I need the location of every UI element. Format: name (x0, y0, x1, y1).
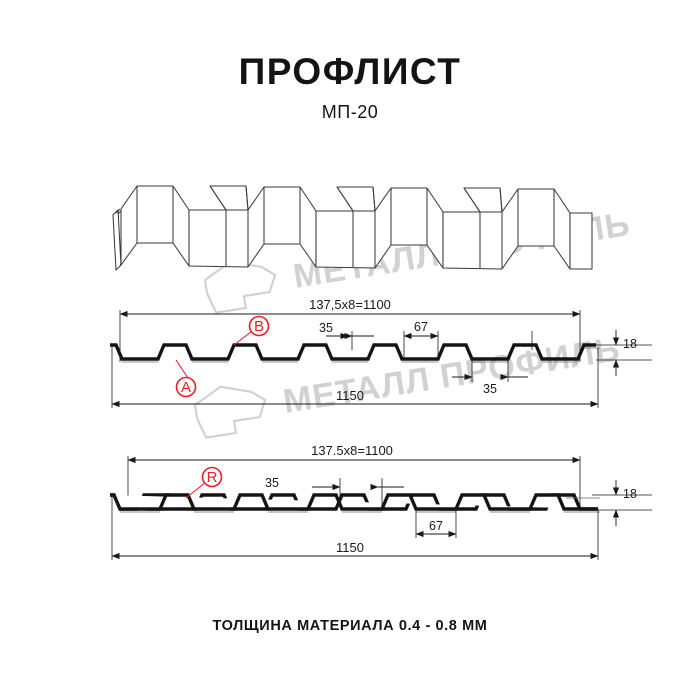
dimension-label-top-overall: 137.5x8=1100 (311, 443, 393, 458)
callout-leader-b (233, 330, 253, 346)
callout-leader-r (185, 481, 207, 499)
dimension-label-height: 18 (623, 337, 637, 351)
cross-section-top: 137,5x8=1100 35 67 35 18 1150 (110, 297, 652, 408)
dimension-label-bottom-overall: 1150 (336, 540, 364, 555)
profile-thickness-line-bottom (120, 497, 600, 513)
callout-label-b: B (254, 318, 264, 335)
material-thickness-note: ТОЛЩИНА МАТЕРИАЛА 0.4 - 0.8 ММ (212, 618, 488, 634)
callout-label-r: R (207, 469, 218, 486)
callout-a: A (175, 359, 197, 398)
cross-section-bottom: 137.5x8=1100 35 67 18 1150 (110, 443, 652, 560)
dimension-label-height: 18 (623, 487, 637, 501)
dimension-label-top-overall: 137,5x8=1100 (309, 297, 391, 312)
watermark-group-2: МЕТАЛЛ ПРОФИЛЬ (193, 330, 623, 439)
profile-outline-top (110, 343, 596, 361)
dimension-label-rib-top: 35 (319, 321, 333, 335)
footer-block: ТОЛЩИНА МАТЕРИАЛА 0.4 - 0.8 ММ (0, 618, 700, 634)
dimension-label-flat: 67 (429, 519, 443, 533)
watermark-logo-icon (193, 385, 267, 439)
callout-circle-b (248, 315, 270, 337)
dimension-label-rib-top: 35 (265, 476, 279, 490)
callout-circle-a (175, 376, 197, 398)
profile-thickness-line-top (122, 347, 600, 363)
callout-r: R (185, 466, 223, 499)
callout-b: B (233, 315, 270, 346)
callout-circle-r (201, 466, 223, 488)
profile-outline-bottom-main (110, 493, 598, 511)
dimension-label-bottom-overall: 1150 (336, 388, 364, 403)
profile-3d-view (112, 185, 593, 271)
callout-label-a: A (181, 379, 191, 396)
dimension-label-flat: 67 (414, 320, 428, 334)
dimension-label-rib-bottom: 35 (483, 382, 497, 396)
